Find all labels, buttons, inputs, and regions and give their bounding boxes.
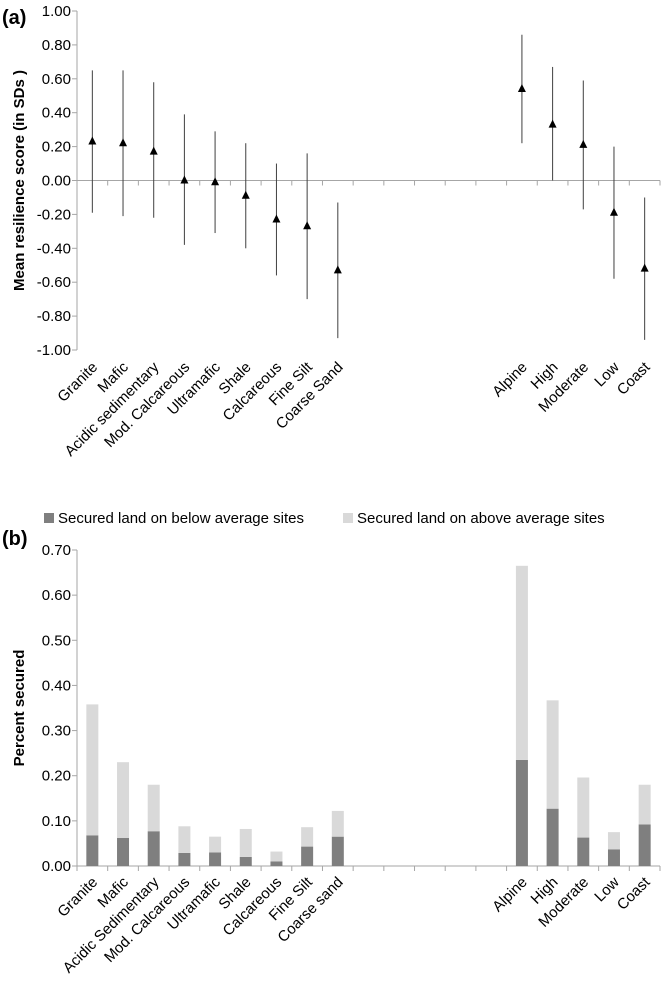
y-tick-label: 0.80 bbox=[42, 37, 71, 54]
y-tick-label: 0.40 bbox=[42, 677, 71, 694]
bar-below-low bbox=[607, 849, 620, 866]
mean-marker-mafic bbox=[119, 138, 128, 147]
mean-marker-moderate bbox=[579, 139, 588, 148]
y-tick-label: -0.80 bbox=[37, 308, 71, 325]
bar-below-fine-silt bbox=[301, 846, 314, 866]
bar-below-coarse-sand bbox=[331, 836, 344, 866]
bar-below-moderate bbox=[577, 837, 590, 866]
y-tick-label: 0.20 bbox=[42, 768, 71, 785]
bar-above-calcareous bbox=[270, 851, 283, 862]
x-category-label-coast: Coast bbox=[614, 873, 654, 913]
bar-above-low bbox=[607, 832, 620, 850]
y-tick-label: 0.70 bbox=[42, 542, 71, 559]
y-tick-label: 0.00 bbox=[42, 858, 71, 875]
y-axis-title: Mean resilience score (in SDs ) bbox=[11, 70, 28, 291]
bar-above-fine-silt bbox=[301, 827, 314, 847]
y-tick-label: 0.60 bbox=[42, 587, 71, 604]
y-tick-label: -1.00 bbox=[37, 342, 71, 359]
bar-above-mod-calcareous bbox=[178, 826, 191, 853]
mean-marker-high bbox=[548, 119, 557, 128]
bar-above-coast bbox=[638, 784, 651, 825]
mean-marker-granite bbox=[88, 136, 97, 145]
mean-marker-fine-silt bbox=[303, 221, 312, 230]
bar-above-acidic-sedimentary bbox=[147, 784, 160, 832]
bar-above-granite bbox=[86, 704, 99, 836]
panel-b-chart: 0.00 0.10 0.20 0.30 0.40 0.50 0.60 0.70 Percent … bbox=[11, 510, 661, 977]
bar-below-acidic-sedimentary bbox=[147, 831, 160, 866]
y-tick-label: -0.20 bbox=[37, 206, 71, 223]
legend-swatch-above bbox=[343, 513, 353, 523]
bar-above-high bbox=[546, 700, 559, 809]
bar-above-alpine bbox=[515, 565, 528, 760]
y-tick-label: -0.60 bbox=[37, 274, 71, 291]
legend: Secured land on below average sites Secur… bbox=[44, 510, 605, 527]
y-tick-label: 0.00 bbox=[42, 173, 71, 190]
y-tick-label: 0.30 bbox=[42, 723, 71, 740]
x-category-label-coast: Coast bbox=[614, 358, 654, 398]
bar-above-mafic bbox=[117, 762, 130, 839]
bar-above-moderate bbox=[577, 777, 590, 838]
panel-b-label: (b) bbox=[2, 528, 28, 550]
y-tick-label: 0.10 bbox=[42, 813, 71, 830]
y-tick-label: 0.20 bbox=[42, 139, 71, 156]
x-category-label-alpine: Alpine bbox=[489, 874, 531, 916]
mean-marker-low bbox=[609, 207, 618, 216]
mean-marker-coast bbox=[640, 263, 649, 272]
mean-marker-acidic-sedimentary bbox=[149, 146, 158, 155]
x-category-label-alpine: Alpine bbox=[489, 359, 531, 401]
bar-above-ultramafic bbox=[209, 836, 222, 853]
x-category-label-granite: Granite bbox=[54, 874, 101, 921]
mean-marker-calcareous bbox=[272, 214, 281, 223]
bar-below-coast bbox=[638, 824, 651, 866]
bar-above-coarse-sand bbox=[331, 810, 344, 837]
mean-marker-mod-calcareous bbox=[180, 175, 189, 184]
panel-a-chart: -1.00 -0.80 -0.60 -0.40 -0.20 0.00 0.20 0.40 0.6… bbox=[11, 3, 661, 460]
y-tick-label: -0.40 bbox=[37, 240, 71, 257]
y-tick-label: 0.50 bbox=[42, 632, 71, 649]
bar-below-mod-calcareous bbox=[178, 852, 191, 866]
bar-below-shale bbox=[239, 856, 252, 866]
y-tick-label: 0.60 bbox=[42, 71, 71, 88]
bar-below-alpine bbox=[515, 759, 528, 866]
legend-swatch-below bbox=[44, 513, 54, 523]
panel-a-label: (a) bbox=[2, 7, 26, 29]
legend-label-above: Secured land on above average sites bbox=[357, 510, 605, 527]
bar-below-granite bbox=[86, 835, 99, 866]
y-tick-label: 0.40 bbox=[42, 105, 71, 122]
mean-marker-alpine bbox=[517, 83, 526, 92]
mean-marker-ultramafic bbox=[211, 177, 220, 186]
mean-marker-coarse-sand bbox=[333, 265, 342, 274]
y-tick-label: 1.00 bbox=[42, 3, 71, 20]
y-axis-title: Percent secured bbox=[11, 650, 28, 767]
bar-above-shale bbox=[239, 828, 252, 857]
x-category-label-granite: Granite bbox=[54, 359, 101, 406]
bar-below-ultramafic bbox=[209, 852, 222, 866]
bar-below-mafic bbox=[117, 838, 130, 866]
mean-marker-shale bbox=[241, 190, 250, 199]
legend-label-below: Secured land on below average sites bbox=[58, 510, 304, 527]
bar-below-high bbox=[546, 808, 559, 866]
bar-below-calcareous bbox=[270, 861, 283, 866]
